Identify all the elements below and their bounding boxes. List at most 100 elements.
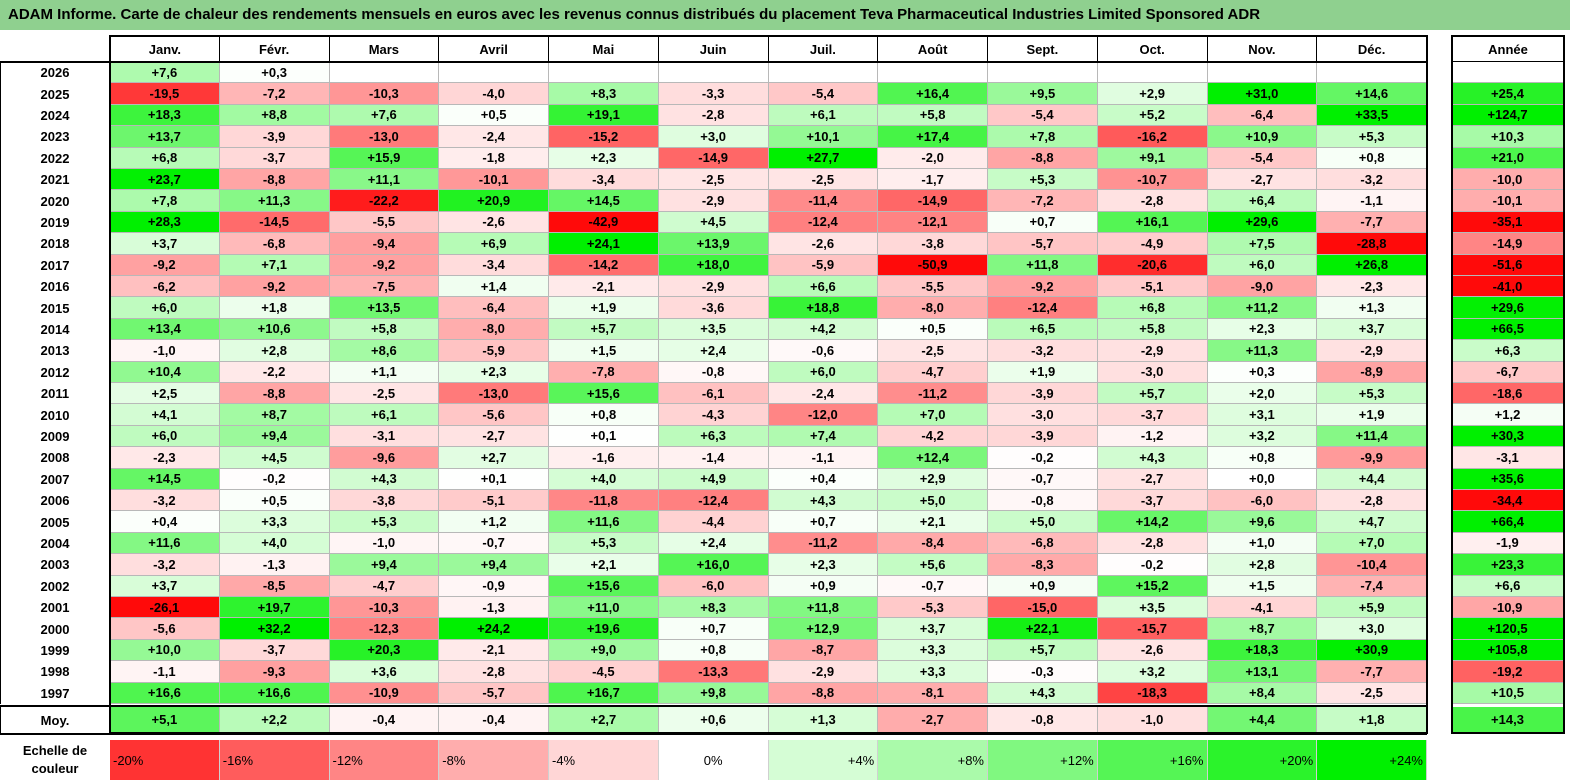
heatmap-cell: +6,0	[1207, 254, 1318, 276]
year-label: 2005	[0, 511, 110, 533]
heatmap-cell: +3,3	[878, 639, 988, 662]
heatmap-cell: -2,6	[439, 211, 549, 234]
heatmap-cell: +4,3	[1097, 447, 1208, 469]
year-label: 2003	[0, 554, 110, 576]
heatmap-cell: +3,7	[878, 618, 988, 640]
heatmap-cell: +9,0	[549, 639, 659, 662]
average-cell: -0,4	[439, 707, 549, 733]
heatmap-cell: +2,0	[1207, 383, 1318, 405]
heatmap-cell: +8,7	[219, 404, 330, 426]
heatmap-cell: +7,0	[878, 404, 988, 426]
heatmap-cell: -3,8	[329, 490, 440, 512]
heatmap-cell: +20,3	[329, 639, 440, 662]
heatmap-cell: +8,3	[549, 83, 659, 105]
heatmap-cell: +24,2	[439, 618, 549, 640]
heatmap-cell: -2,8	[1097, 532, 1208, 555]
heatmap-cell	[439, 62, 549, 84]
heatmap-cell: +3,7	[110, 575, 220, 597]
heatmap-cell: -13,0	[329, 126, 440, 148]
heatmap-cell: -50,9	[878, 254, 988, 276]
heatmap-cell: +15,6	[549, 383, 659, 405]
heatmap-cell: -8,8	[988, 147, 1098, 169]
heatmap-cell: +10,9	[1207, 126, 1318, 148]
legend-swatch: +20%	[1207, 740, 1318, 780]
heatmap-cell: +9,1	[1097, 147, 1208, 169]
heatmap-cell: -2,6	[768, 233, 879, 255]
heatmap-cell: +6,3	[658, 425, 769, 448]
heatmap-cell: -12,4	[658, 490, 769, 512]
heatmap-cell: -14,9	[658, 147, 769, 169]
heatmap-cell: +3,0	[658, 126, 769, 148]
heatmap-cell: +1,2	[439, 511, 549, 533]
heatmap-cell: +8,6	[329, 340, 440, 362]
heatmap-cell: +3,5	[658, 318, 769, 341]
heatmap-cell: -0,8	[658, 361, 769, 383]
heatmap-cell: +16,6	[219, 682, 330, 704]
heatmap-cell: +15,9	[329, 147, 440, 169]
heatmap-cell: +11,3	[1207, 340, 1318, 362]
heatmap-cell: +2,3	[768, 554, 879, 576]
year-label: 2016	[0, 276, 110, 298]
heatmap-cell: +29,6	[1207, 211, 1318, 234]
heatmap-cell: -5,5	[878, 276, 988, 298]
heatmap-cell: -6,0	[1207, 490, 1318, 512]
average-top-line	[0, 705, 1427, 707]
heatmap-cell: -2,9	[658, 190, 769, 212]
heatmap-cell: +4,3	[329, 468, 440, 490]
heatmap-cell: +3,5	[1097, 597, 1208, 619]
heatmap-cell: -7,7	[1317, 661, 1427, 683]
heatmap-cell: +0,5	[439, 104, 549, 127]
heatmap-cell: +3,2	[1207, 425, 1318, 448]
heatmap-cell: +7,5	[1207, 233, 1318, 255]
heatmap-cell: -5,7	[439, 682, 549, 704]
heatmap-cell: +6,4	[1207, 190, 1318, 212]
heatmap-cell: -10,3	[329, 83, 440, 105]
heatmap-cell: +8,3	[658, 597, 769, 619]
heatmap-cell: +5,7	[549, 318, 659, 341]
heatmap-cell: -9,0	[1207, 276, 1318, 298]
heatmap-cell: -3,2	[988, 340, 1098, 362]
year-label: 2013	[0, 340, 110, 362]
heatmap-cell: +10,4	[110, 361, 220, 383]
heatmap-cell: -12,0	[768, 404, 879, 426]
heatmap-cell: +14,6	[1317, 83, 1427, 105]
annual-cell: +35,6	[1452, 468, 1564, 490]
heatmap-cell: +15,2	[1097, 575, 1208, 597]
annual-cell: +6,3	[1452, 340, 1564, 362]
heatmap-cell: -2,8	[439, 661, 549, 683]
annual-cell: -3,1	[1452, 447, 1564, 469]
heatmap-cell: +2,3	[1207, 318, 1318, 341]
heatmap-cell: -3,3	[658, 83, 769, 105]
heatmap-cell: +4,0	[219, 532, 330, 555]
heatmap-cell: -4,0	[439, 83, 549, 105]
heatmap-cell: -7,5	[329, 276, 440, 298]
heatmap-cell: -20,6	[1097, 254, 1208, 276]
annual-cell: +6,6	[1452, 575, 1564, 597]
heatmap-cell: +11,3	[219, 190, 330, 212]
heatmap-cell: +10,1	[768, 126, 879, 148]
heatmap-cell: -15,7	[1097, 618, 1208, 640]
annual-cell: +66,4	[1452, 511, 1564, 533]
average-label: Moy.	[0, 707, 110, 733]
heatmap-cell: -5,9	[439, 340, 549, 362]
heatmap-cell: -10,4	[1317, 554, 1427, 576]
heatmap-cell: -8,1	[878, 682, 988, 704]
heatmap-cell: +18,3	[1207, 639, 1318, 662]
heatmap-cell: +16,1	[1097, 211, 1208, 234]
legend-label: Echelle de couleur	[22, 743, 88, 776]
heatmap-cell: +3,7	[1317, 318, 1427, 341]
heatmap-cell: +6,9	[439, 233, 549, 255]
heatmap-cell: -3,2	[110, 554, 220, 576]
heatmap-cell	[658, 62, 769, 84]
heatmap-cell: -10,9	[329, 682, 440, 704]
heatmap-cell: +6,8	[110, 147, 220, 169]
annual-cell: +66,5	[1452, 318, 1564, 341]
heatmap-cell: -5,6	[110, 618, 220, 640]
heatmap-cell: +33,5	[1317, 104, 1427, 127]
heatmap-cell: +9,5	[988, 83, 1098, 105]
heatmap-cell: +14,5	[110, 468, 220, 490]
heatmap-cell: -9,3	[219, 661, 330, 683]
heatmap-cell: -1,1	[1317, 190, 1427, 212]
heatmap-cell: -2,7	[1207, 169, 1318, 191]
heatmap-cell: -2,8	[1097, 190, 1208, 212]
